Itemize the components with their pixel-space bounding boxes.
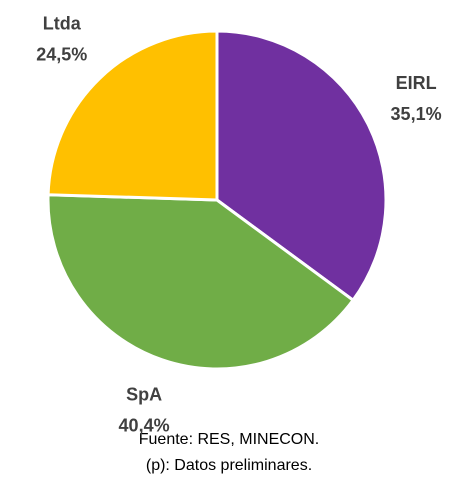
slice-value-label: 24,5% — [36, 45, 87, 65]
source-note: Fuente: RES, MINECON. — [139, 431, 320, 448]
preliminary-note: (p): Datos preliminares. — [146, 457, 312, 474]
slice-label: SpA — [126, 385, 162, 405]
pie-slice — [215, 29, 388, 303]
slice-label: Ltda — [43, 14, 82, 34]
slice-value-label: 35,1% — [391, 104, 442, 124]
slice-label: EIRL — [396, 73, 437, 93]
slice-value-label: 40,4% — [119, 416, 170, 436]
pie-slice — [46, 193, 356, 371]
pie-slice — [46, 29, 219, 202]
